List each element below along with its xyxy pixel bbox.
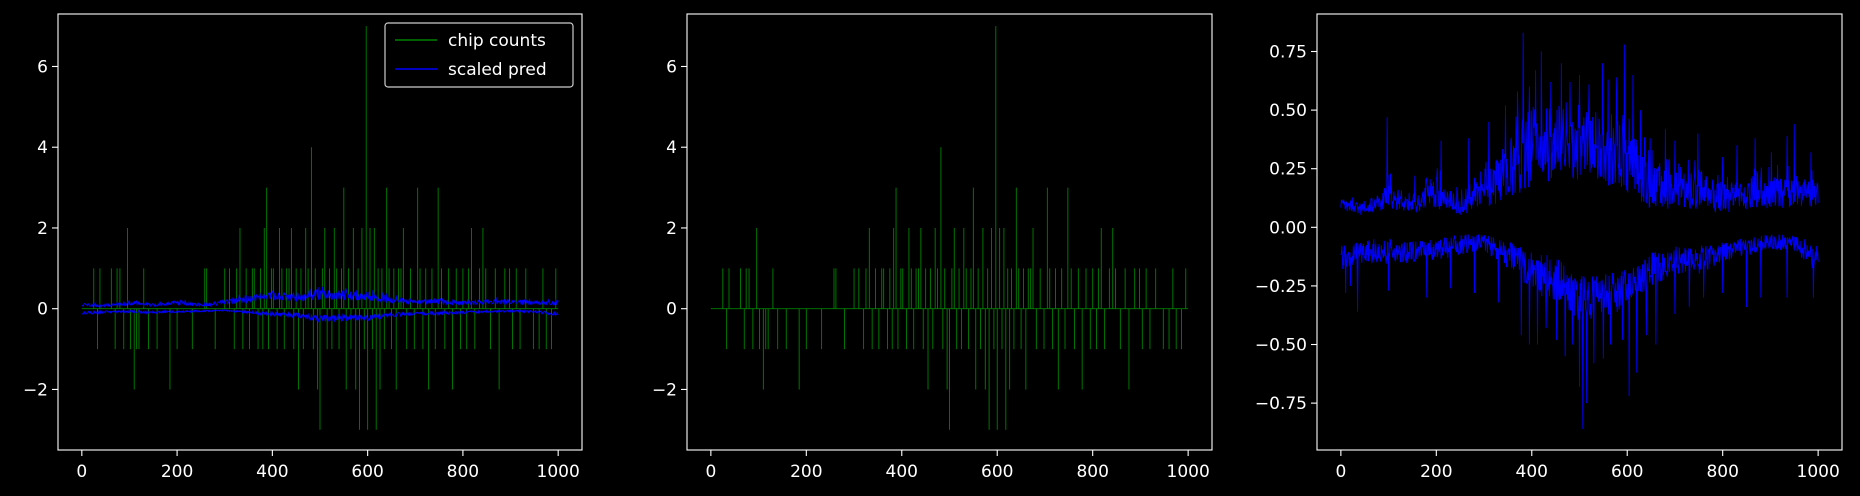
x-tick-label: 1000 — [1797, 462, 1840, 482]
series-line-scaled-pred-upper — [81, 286, 559, 309]
axes-frame — [686, 13, 1213, 451]
plot-area — [1340, 32, 1819, 429]
y-tick-label: −2 — [23, 380, 48, 400]
x-tick-label: 600 — [1611, 462, 1643, 482]
axes: 0 200 400 600 800 1000 −0.75 −0.50 −0.25 0.00 0.25… — [1255, 13, 1843, 482]
axes-frame — [57, 13, 583, 451]
axes: 0 200 400 600 800 1000 −2 0 2 4 6 — [652, 13, 1213, 482]
chart-panel-right: 0 200 400 600 800 1000 −0.75 −0.50 −0.25 0.00 0.25… — [1255, 13, 1843, 482]
x-tick-label: 1000 — [537, 462, 580, 482]
x-tick-label: 0 — [1335, 462, 1346, 482]
x-tick-label: 1000 — [1167, 462, 1210, 482]
x-tick-label: 800 — [1706, 462, 1738, 482]
x-tick-label: 400 — [256, 462, 288, 482]
y-tick-label: 0 — [666, 300, 677, 320]
y-tick-label: 4 — [37, 138, 48, 158]
x-tick-label: 800 — [1076, 462, 1108, 482]
y-tick-label: −0.50 — [1255, 336, 1307, 356]
y-tick-label: 0.00 — [1269, 218, 1307, 238]
legend-box — [384, 22, 574, 88]
x-tick-label: 400 — [1516, 462, 1548, 482]
x-tick-label: 800 — [447, 462, 479, 482]
plot-area — [710, 26, 1189, 430]
x-tick-label: 0 — [76, 462, 87, 482]
y-tick-label: 0.75 — [1269, 43, 1307, 63]
series-line-chip-counts — [710, 26, 1189, 430]
legend-label-chip-counts: chip counts — [448, 31, 546, 51]
chart-panel-left: 0 200 400 600 800 1000 −2 0 2 4 6 chip counts scal… — [23, 13, 583, 482]
y-tick-label: −2 — [652, 380, 677, 400]
legend: chip counts scaled pred — [384, 22, 574, 88]
y-tick-label: 6 — [37, 57, 48, 77]
x-tick-label: 400 — [886, 462, 918, 482]
y-tick-label: 2 — [666, 219, 677, 239]
y-tick-label: 0.50 — [1269, 101, 1307, 121]
series-line-upper — [1340, 32, 1819, 215]
axes: 0 200 400 600 800 1000 −2 0 2 4 6 — [23, 13, 583, 482]
y-tick-label: −0.75 — [1255, 394, 1307, 414]
chart-panel-middle: 0 200 400 600 800 1000 −2 0 2 4 6 — [652, 13, 1213, 482]
series-line-scaled-pred-lower — [81, 308, 559, 323]
series-line-lower — [1340, 233, 1819, 429]
x-tick-label: 200 — [161, 462, 193, 482]
y-tick-label: 6 — [666, 57, 677, 77]
x-tick-label: 200 — [790, 462, 822, 482]
x-tick-label: 600 — [981, 462, 1013, 482]
series-line-chip-counts — [81, 26, 559, 430]
y-tick-label: 4 — [666, 138, 677, 158]
y-tick-label: 2 — [37, 219, 48, 239]
plot-area — [81, 26, 559, 430]
y-tick-label: −0.25 — [1255, 277, 1307, 297]
x-tick-label: 600 — [351, 462, 383, 482]
y-tick-label: 0.25 — [1269, 160, 1307, 180]
x-tick-label: 0 — [705, 462, 716, 482]
x-tick-label: 200 — [1420, 462, 1452, 482]
axes-frame — [1316, 13, 1843, 451]
legend-label-scaled-pred: scaled pred — [448, 60, 547, 80]
y-tick-label: 0 — [37, 300, 48, 320]
